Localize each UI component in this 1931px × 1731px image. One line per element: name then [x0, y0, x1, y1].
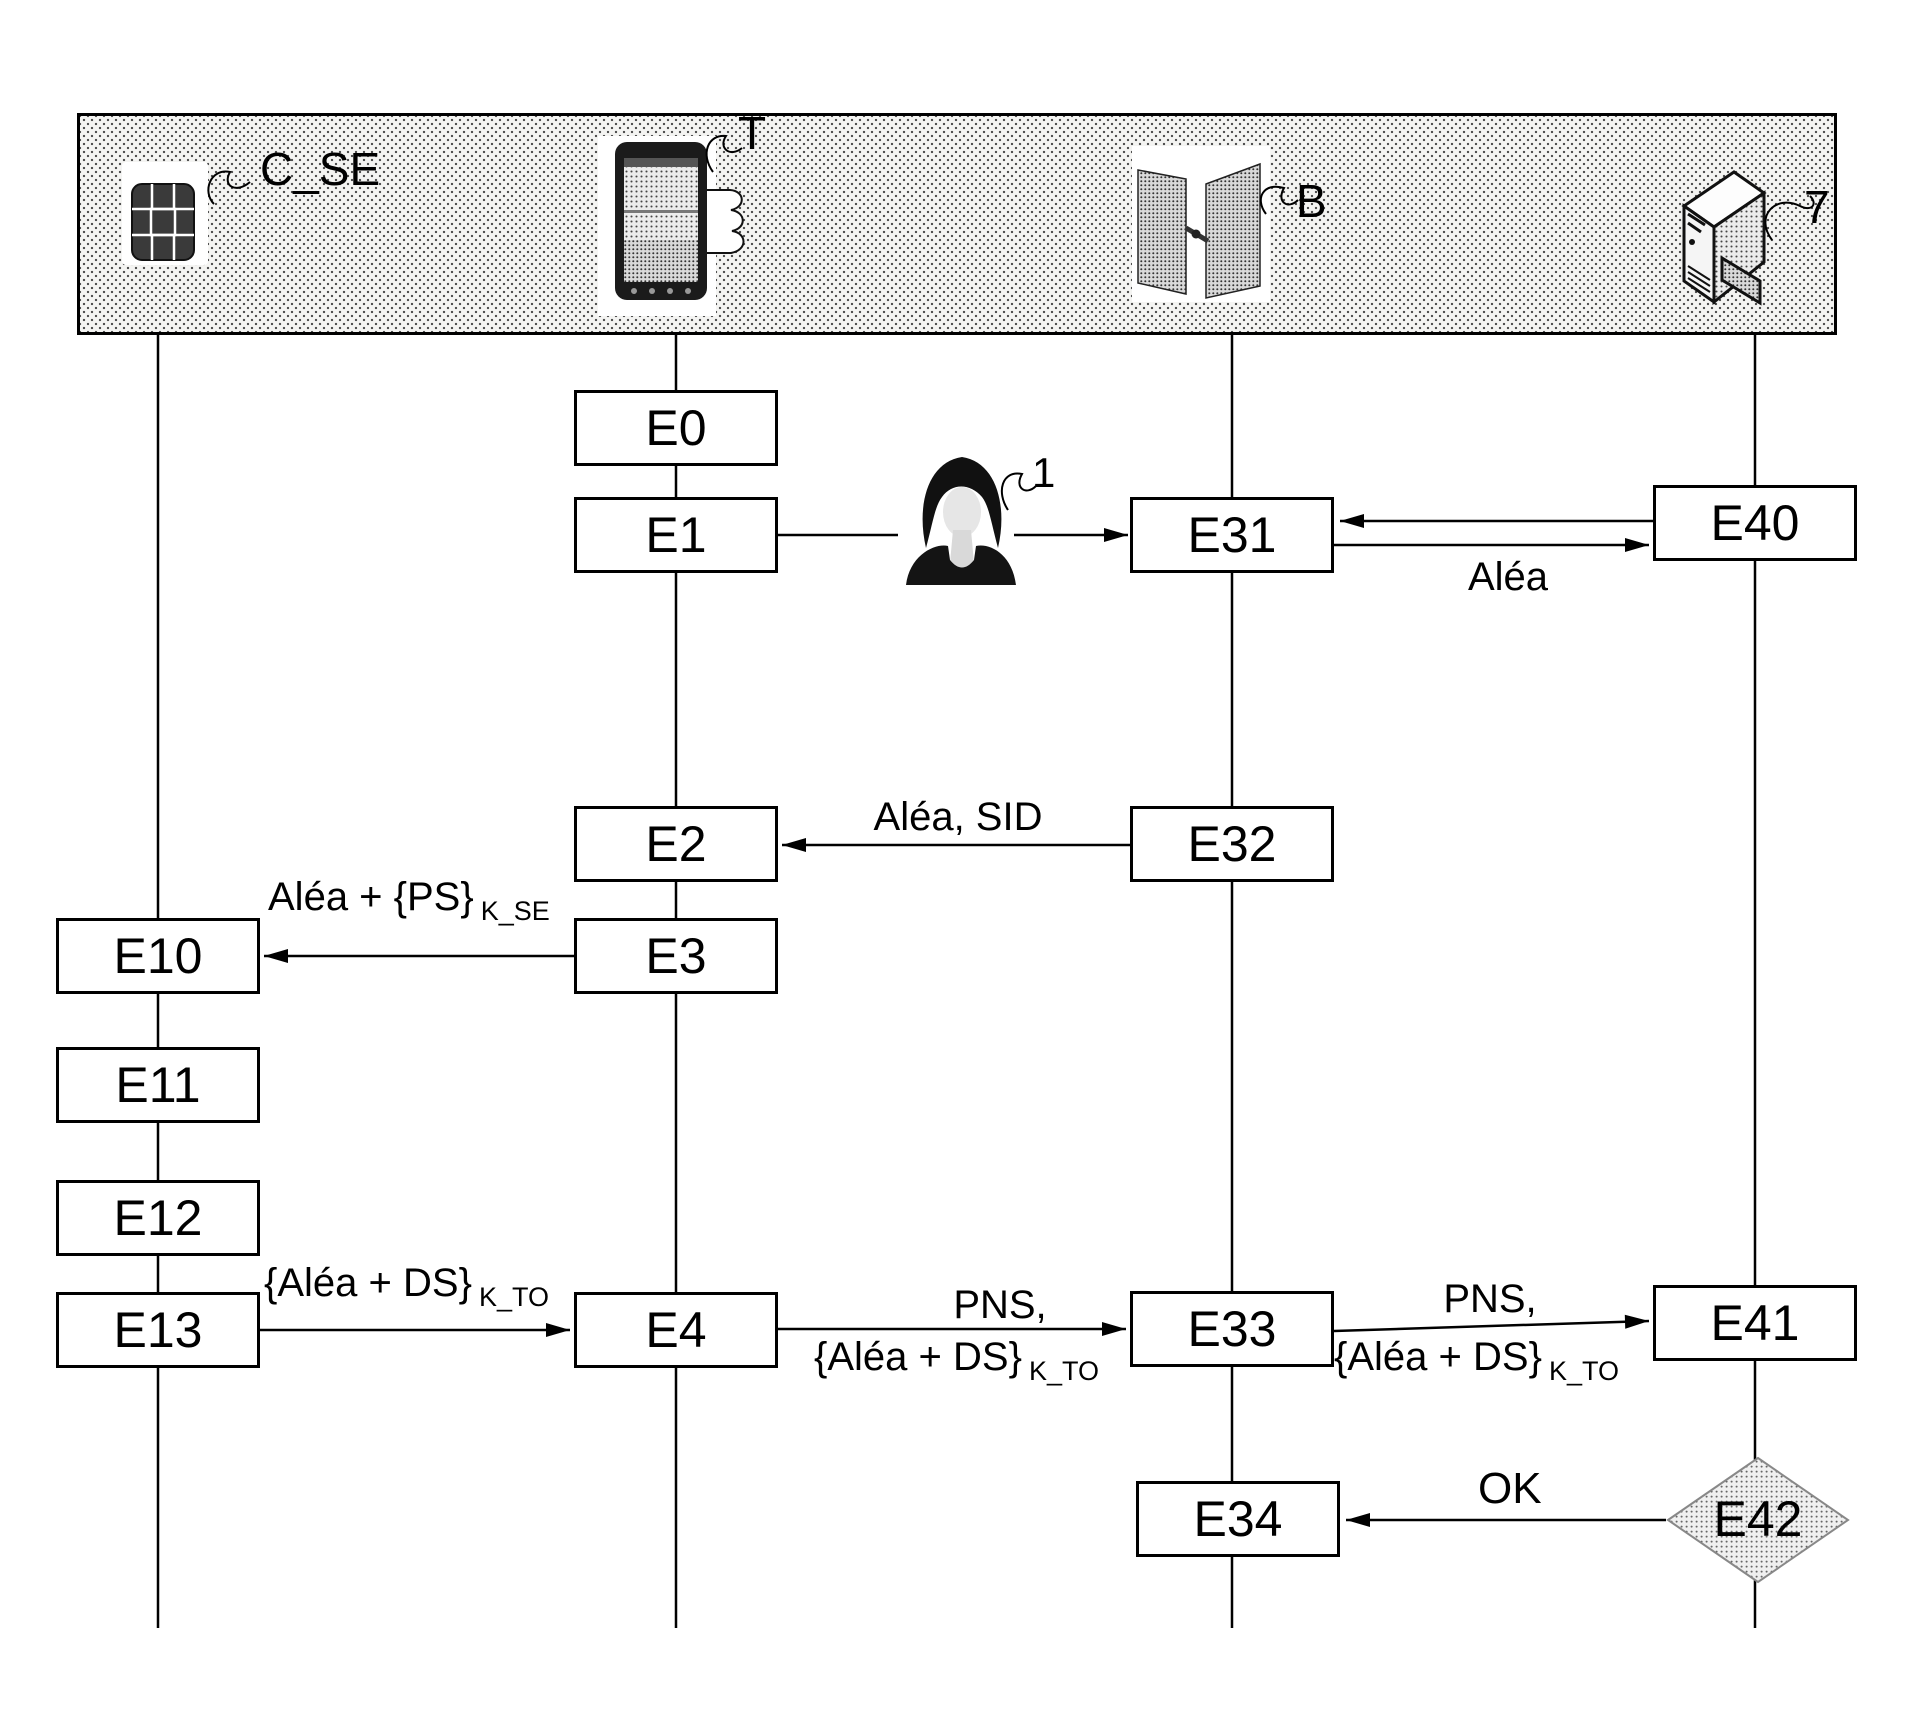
step-box-e41: E41 [1653, 1285, 1857, 1361]
step-box-e11: E11 [56, 1047, 260, 1123]
message-alea-ds-to-e41: {Aléa + DS} K_TO [1334, 1335, 1619, 1385]
step-label-e42: E42 [1713, 1491, 1803, 1547]
step-label: E11 [115, 1057, 201, 1113]
step-label: E41 [1710, 1295, 1800, 1351]
entity-label-terminal: T [738, 107, 767, 159]
step-box-e31: E31 [1130, 497, 1334, 573]
step-box-e40: E40 [1653, 485, 1857, 561]
message-pns-to-e33: PNS, [953, 1283, 1047, 1327]
step-label: E40 [1710, 495, 1800, 551]
step-label: E4 [645, 1302, 707, 1358]
message-pns-to-e41: PNS, [1443, 1277, 1537, 1321]
step-box-e4: E4 [574, 1292, 778, 1368]
step-box-e13: E13 [56, 1292, 260, 1368]
entity-banner [77, 113, 1837, 335]
turnstile-icon [1132, 146, 1299, 302]
message-alea-sid: Aléa, SID [873, 795, 1043, 839]
message-main: {Aléa + DS} [264, 1261, 472, 1305]
step-box-e3: E3 [574, 918, 778, 994]
c-se-leader-squiggle [207, 170, 251, 205]
message-alea-ds-to-e33: {Aléa + DS} K_TO [814, 1335, 1099, 1385]
entity-label-server: 7 [1804, 181, 1830, 233]
message-alea: Aléa [1467, 555, 1549, 599]
step-box-e12: E12 [56, 1180, 260, 1256]
step-label: E32 [1187, 816, 1277, 872]
step-box-e0: E0 [574, 390, 778, 466]
message-ok: OK [1478, 1464, 1542, 1513]
entity-label-c-se: C_SE [260, 143, 381, 195]
step-label: E10 [113, 928, 203, 984]
message-subscript: K_TO [1028, 1356, 1099, 1386]
server-icon [1681, 170, 1815, 306]
message-subscript: K_SE [480, 896, 550, 926]
holding-fingers [707, 189, 745, 254]
entity-label-gate: B [1296, 175, 1327, 227]
step-label: E33 [1187, 1301, 1277, 1357]
message-main: {Aléa + DS} [814, 1335, 1022, 1379]
smartphone-icon [598, 134, 745, 316]
step-label: E13 [113, 1302, 203, 1358]
step-label: E31 [1187, 507, 1277, 563]
seven-leader-squiggle [1764, 195, 1815, 241]
step-box-e32: E32 [1130, 806, 1334, 882]
step-box-e33: E33 [1130, 1291, 1334, 1367]
message-subscript: K_TO [478, 1282, 549, 1312]
sim-card-icon [122, 162, 251, 265]
step-box-e1: E1 [574, 497, 778, 573]
message-main: {Aléa + DS} [1334, 1335, 1542, 1379]
step-box-e10: E10 [56, 918, 260, 994]
one-leader-squiggle [1000, 472, 1037, 511]
step-label: E1 [645, 507, 707, 563]
entity-label-user: 1 [1032, 449, 1056, 496]
b-leader-squiggle [1259, 185, 1299, 215]
person-icon [906, 457, 1037, 585]
step-label: E3 [645, 928, 707, 984]
step-label: E2 [645, 816, 707, 872]
message-alea-ds-to-e4: {Aléa + DS} K_TO [264, 1261, 549, 1311]
step-box-e2: E2 [574, 806, 778, 882]
message-alea-ps: Aléa + {PS} K_SE [268, 875, 550, 925]
t-leader-squiggle [705, 134, 743, 173]
step-label: E12 [113, 1190, 203, 1246]
message-main: Aléa + {PS} [268, 875, 474, 919]
message-subscript: K_TO [1548, 1356, 1619, 1386]
decision-diamond-e42 [1666, 1456, 1850, 1584]
arrow-e33-to-e41 [1333, 1314, 1650, 1333]
step-label: E34 [1193, 1491, 1283, 1547]
step-label: E0 [645, 400, 707, 456]
step-box-e34: E34 [1136, 1481, 1340, 1557]
